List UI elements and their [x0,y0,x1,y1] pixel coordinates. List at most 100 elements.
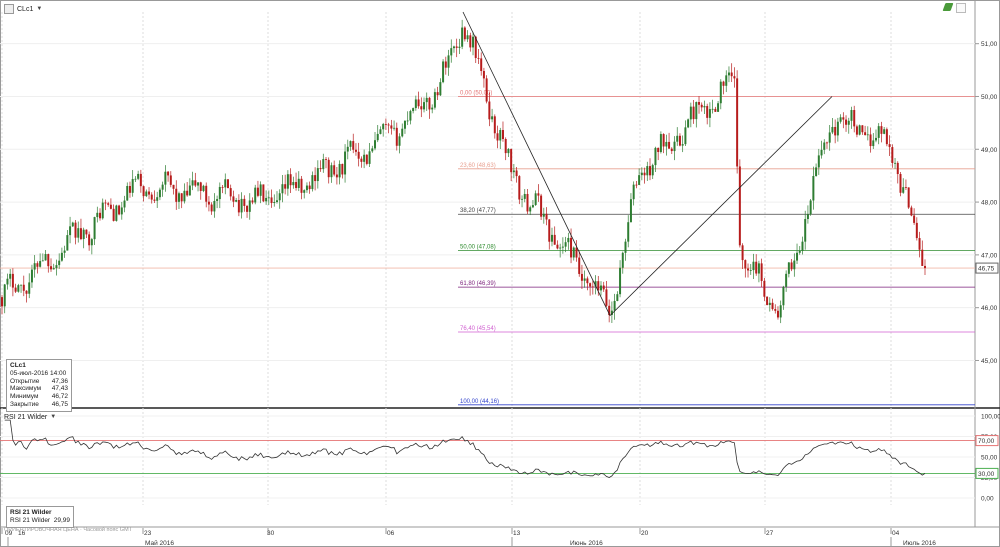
candle-body [768,302,771,305]
document-icon[interactable] [956,3,966,13]
candle-body [376,133,379,141]
fib-level-label: 100,00 (44,16) [460,399,499,405]
candle-body [107,203,110,205]
candle-body [425,97,428,103]
candle-body [804,219,807,242]
info-datetime: 05-июл-2016 14:00 [10,369,67,377]
candle-body [66,235,69,251]
candle-body [439,82,442,96]
candle-body [880,126,883,134]
candle-body [213,200,216,212]
candle-body [322,159,325,170]
candle-body [205,185,208,202]
pencil-icon[interactable] [942,3,954,11]
last-price-label: 46,75 [978,266,995,273]
candle-body [640,172,643,176]
candle-body [265,197,268,202]
candle-body [243,198,246,206]
candle-body [836,121,839,136]
candle-body [507,148,510,154]
candle-body [237,199,240,213]
candle-body [398,136,401,146]
candle-body [346,146,349,152]
candle-body [646,166,649,176]
candle-body [717,103,720,112]
candle-body [25,290,28,294]
candle-body [738,166,741,246]
candle-body [676,135,679,142]
candle-body [853,110,856,127]
chevron-down-icon[interactable]: ▼ [50,414,57,420]
candle-body [36,263,39,267]
candle-body [883,129,886,134]
symbol-icon[interactable] [4,4,14,14]
candle-body [433,92,436,108]
candle-body [896,162,899,175]
candle-body [450,48,453,56]
candle-body [689,106,692,120]
candle-body [894,162,897,164]
candle-body [899,174,902,193]
candle-body [281,184,284,194]
candle-body [335,174,338,178]
candle-body [218,186,221,200]
candle-body [390,125,393,129]
candle-body [210,204,213,212]
candle-body [472,36,475,48]
rsi-box-value: 29,99 [53,517,70,524]
last-price-tag [975,262,999,274]
candle-body [226,179,229,189]
candle-body [616,294,619,301]
info-row: Закрытие 46,75 [10,401,68,409]
candle-body [50,266,53,270]
candle-body [651,165,654,176]
rsi-ob-tag [975,435,999,447]
candle-body [1,297,3,307]
candle-body [278,193,281,201]
candle-body [668,141,671,149]
candle-body [447,55,450,68]
candle-body [363,154,366,162]
info-value: 47,36 [51,377,68,385]
candle-body [128,185,131,193]
candle-body [191,180,194,186]
candle-body [251,200,254,203]
candle-body [485,78,488,102]
candle-body [96,212,99,218]
info-value: 46,75 [51,400,68,408]
candle-body [156,197,159,201]
symbol-label[interactable]: CLc1 [17,5,34,13]
candle-body [782,286,785,306]
candle-body [575,247,578,258]
candle-body [286,174,289,189]
candle-body [907,187,910,208]
candle-body [719,81,722,104]
candle-body [164,171,167,185]
candle-body [148,191,151,195]
candle-body [850,110,853,121]
candle-body [109,204,112,209]
candle-body [913,215,916,223]
candle-body [292,182,295,186]
candle-body [619,267,622,295]
candle-body [354,149,357,152]
candle-body [747,268,750,271]
candle-body [412,108,415,112]
candle-body [240,198,243,213]
candle-body [431,107,434,110]
candle-body [550,234,553,242]
candle-body [469,35,472,48]
candle-body [537,193,540,196]
candle-body [531,205,534,208]
rsi-header-label[interactable]: RSI 21 Wilder [4,414,48,421]
info-row: Открытие 47,36 [10,378,68,386]
candle-body [262,184,265,202]
chevron-down-icon[interactable]: ▼ [36,6,43,12]
candle-body [586,278,589,284]
candle-body [305,185,308,191]
candle-body [845,119,848,125]
candle-body [776,310,779,318]
candle-body [727,72,730,76]
candle-body [665,141,668,147]
